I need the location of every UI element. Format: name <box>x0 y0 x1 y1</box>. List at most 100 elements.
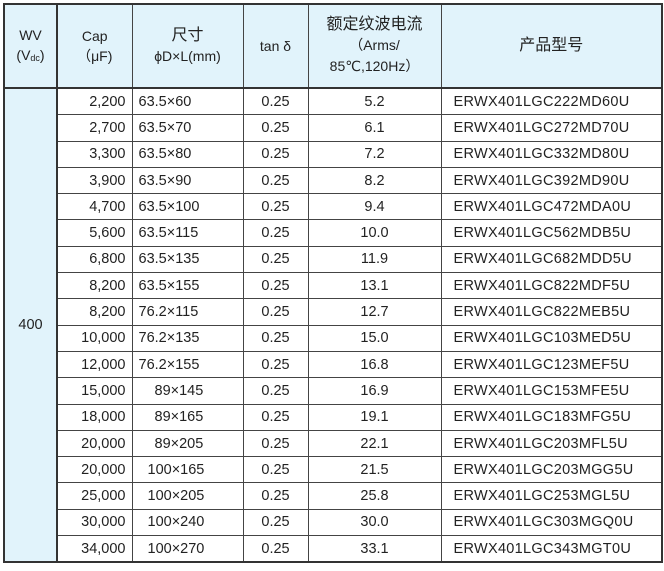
tan-cell: 0.25 <box>242 114 309 142</box>
table-row: 18,000 89×165 0.25 19.1 ERWX401LGC183MFG5U <box>4 403 663 431</box>
ripple-cell: 10.0 <box>307 219 442 247</box>
tan-cell: 0.25 <box>242 140 309 168</box>
part-number-cell: ERWX401LGC562MDB5U <box>440 219 663 247</box>
ripple-cell: 19.1 <box>307 403 442 431</box>
capacitor-spec-table: WV (Vdc) Cap （μF) 尺寸 ϕD×L(mm) tan δ 额定纹波电流 （… <box>3 3 663 564</box>
tan-cell: 0.25 <box>242 219 309 247</box>
cap-cell: 2,700 <box>56 114 133 142</box>
ripple-cell: 30.0 <box>307 508 442 537</box>
cap-cell: 30,000 <box>56 508 133 537</box>
part-number-cell: ERWX401LGC103MED5U <box>440 324 663 352</box>
ripple-cell: 5.2 <box>307 87 442 116</box>
wv-unit-sub: dc <box>30 52 40 63</box>
header-tan: tan δ <box>242 3 309 89</box>
table-row: 12,000 76.2×155 0.25 16.8 ERWX401LGC123MEF5U <box>4 350 663 379</box>
size-unit: ϕD×L(mm) <box>154 47 221 64</box>
size-cell: 100×270 <box>131 535 244 563</box>
table-row: 20,000 100×165 0.25 21.5 ERWX401LGC203MGG5U <box>4 456 663 484</box>
size-label: 尺寸 <box>171 26 204 44</box>
part-number-cell: ERWX401LGC392MD90U <box>440 166 663 195</box>
part-number-cell: ERWX401LGC272MD70U <box>440 114 663 142</box>
size-cell: 63.5×60 <box>131 87 244 116</box>
tan-cell: 0.25 <box>242 245 309 274</box>
cap-cell: 5,600 <box>56 219 133 247</box>
table-row: 5,600 63.5×115 0.25 10.0 ERWX401LGC562MDB5U <box>4 219 663 247</box>
header-wv: WV (Vdc) <box>3 3 58 89</box>
table-row: 25,000 100×205 0.25 25.8 ERWX401LGC253MGL5U <box>4 482 663 510</box>
cap-cell: 3,900 <box>56 166 133 195</box>
cap-cell: 20,000 <box>56 429 133 458</box>
ripple-cell: 7.2 <box>307 140 442 168</box>
size-cell: 63.5×90 <box>131 166 244 195</box>
size-cell: 89×165 <box>131 403 244 431</box>
tan-cell: 0.25 <box>242 272 309 300</box>
cap-cell: 4,700 <box>56 193 133 221</box>
table-row: 3,900 63.5×90 0.25 8.2 ERWX401LGC392MD90U <box>4 166 663 195</box>
wv-value: 400 <box>3 87 58 563</box>
tan-cell: 0.25 <box>242 429 309 458</box>
part-number-cell: ERWX401LGC343MGT0U <box>440 535 663 563</box>
part-number-cell: ERWX401LGC332MD80U <box>440 140 663 168</box>
size-cell: 63.5×100 <box>131 193 244 221</box>
header-cap: Cap （μF) <box>56 3 133 89</box>
header-ripple: 额定纹波电流 （Arms/85℃,120Hz） <box>307 3 442 89</box>
size-cell: 63.5×115 <box>131 219 244 247</box>
ripple-cell: 25.8 <box>307 482 442 510</box>
cap-cell: 18,000 <box>56 403 133 431</box>
cap-cell: 6,800 <box>56 245 133 274</box>
tan-cell: 0.25 <box>242 377 309 405</box>
ripple-cell: 11.9 <box>307 245 442 274</box>
table-row: 15,000 89×145 0.25 16.9 ERWX401LGC153MFE5U <box>4 377 663 405</box>
table-row: 8,200 63.5×155 0.25 13.1 ERWX401LGC822MDF5U <box>4 272 663 300</box>
cap-cell: 2,200 <box>56 87 133 116</box>
tan-cell: 0.25 <box>242 298 309 326</box>
cap-label: Cap <box>81 28 108 44</box>
cap-cell: 10,000 <box>56 324 133 352</box>
tan-cell: 0.25 <box>242 166 309 195</box>
cap-unit: （μF) <box>77 48 113 64</box>
part-number-cell: ERWX401LGC153MFE5U <box>440 377 663 405</box>
cap-cell: 15,000 <box>56 377 133 405</box>
part-number-cell: ERWX401LGC472MDA0U <box>440 193 663 221</box>
size-cell: 63.5×70 <box>131 114 244 142</box>
part-number-cell: ERWX401LGC222MD60U <box>440 87 663 116</box>
cap-cell: 20,000 <box>56 456 133 484</box>
tan-cell: 0.25 <box>242 324 309 352</box>
header-part: 产品型号 <box>440 3 663 89</box>
ripple-cell: 15.0 <box>307 324 442 352</box>
wv-label: WV <box>19 26 42 43</box>
size-cell: 76.2×135 <box>131 324 244 352</box>
ripple-cell: 9.4 <box>307 193 442 221</box>
size-cell: 89×145 <box>131 377 244 405</box>
tan-cell: 0.25 <box>242 193 309 221</box>
ripple-cell: 33.1 <box>307 535 442 563</box>
ripple-cell: 6.1 <box>307 114 442 142</box>
ripple-cell: 8.2 <box>307 166 442 195</box>
cap-cell: 12,000 <box>56 350 133 379</box>
ripple-cell: 22.1 <box>307 429 442 458</box>
size-cell: 100×205 <box>131 482 244 510</box>
part-number-cell: ERWX401LGC183MFG5U <box>440 403 663 431</box>
table-row: 10,000 76.2×135 0.25 15.0 ERWX401LGC103MED5U <box>4 324 663 352</box>
tan-cell: 0.25 <box>242 87 309 116</box>
size-cell: 76.2×115 <box>131 298 244 326</box>
part-number-cell: ERWX401LGC303MGQ0U <box>440 508 663 537</box>
wv-unit: (V <box>16 46 31 63</box>
table-row: 3,300 63.5×80 0.25 7.2 ERWX401LGC332MD80U <box>4 140 663 168</box>
part-number-cell: ERWX401LGC682MDD5U <box>440 245 663 274</box>
tan-cell: 0.25 <box>242 535 309 563</box>
table-row: 2,700 63.5×70 0.25 6.1 ERWX401LGC272MD70U <box>4 114 663 142</box>
table-row: 400 2,200 63.5×60 0.25 5.2 ERWX401LGC222MD60U <box>3 87 663 563</box>
cap-cell: 8,200 <box>56 272 133 300</box>
ripple-unit-1: （Arms/ <box>349 37 400 53</box>
size-cell: 76.2×155 <box>131 350 244 379</box>
size-cell: 100×165 <box>131 456 244 484</box>
tan-cell: 0.25 <box>242 482 309 510</box>
table-row: 34,000 100×270 0.25 33.1 ERWX401LGC343MGT0U <box>4 535 663 563</box>
tan-cell: 0.25 <box>242 403 309 431</box>
ripple-label: 额定纹波电流 <box>326 16 423 33</box>
part-number-cell: ERWX401LGC253MGL5U <box>440 482 663 510</box>
part-number-cell: ERWX401LGC822MDF5U <box>440 272 663 300</box>
tan-cell: 0.25 <box>242 456 309 484</box>
table-row: 20,000 89×205 0.25 22.1 ERWX401LGC203MFL5U <box>4 429 663 458</box>
